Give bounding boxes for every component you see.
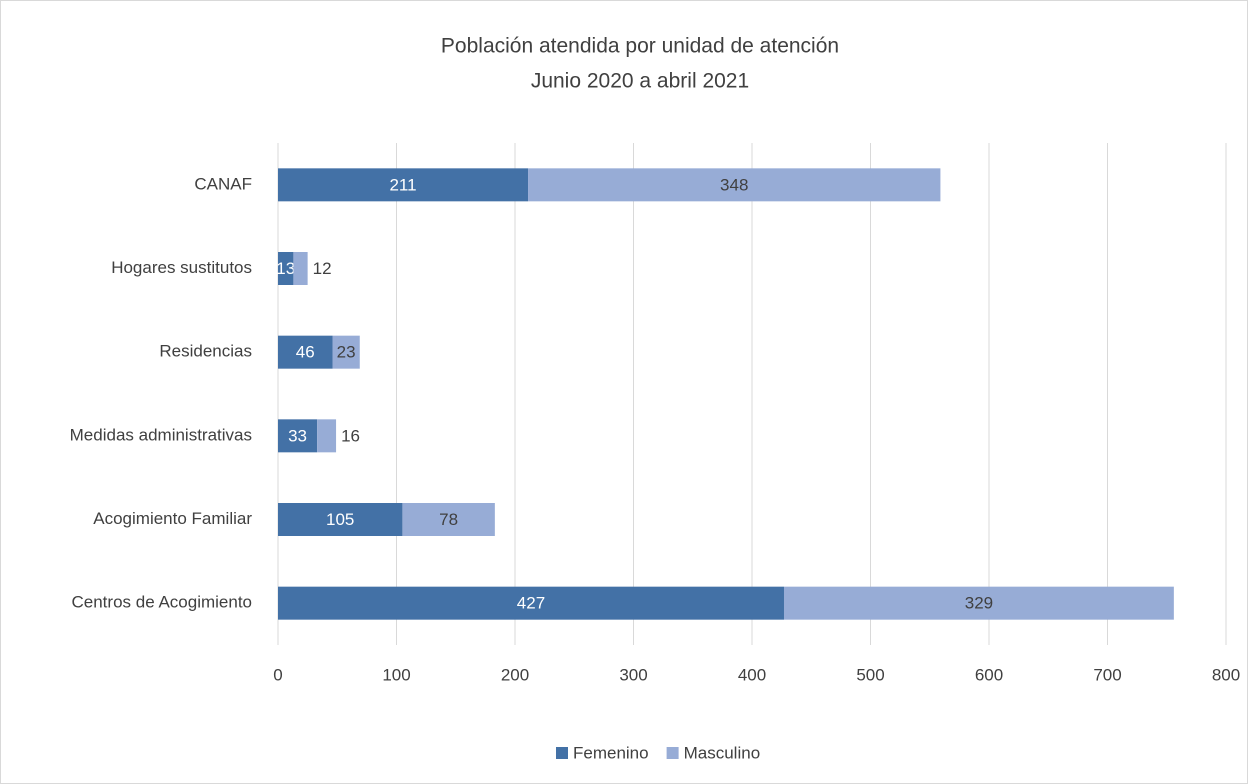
data-label: 12 [313, 259, 332, 278]
y-tick-label: CANAF [194, 174, 252, 193]
data-label: 16 [341, 426, 360, 445]
x-tick-label: 200 [501, 665, 529, 684]
bar [278, 335, 333, 369]
data-label: 78 [439, 510, 458, 529]
bar [317, 419, 337, 453]
x-tick-label: 400 [738, 665, 766, 684]
x-tick-label: 500 [856, 665, 884, 684]
data-label: 211 [389, 175, 416, 194]
data-label: 33 [288, 426, 307, 445]
bar [278, 252, 294, 285]
legend-label: Femenino [573, 743, 649, 762]
data-label: 46 [296, 343, 315, 362]
legend-label: Masculino [684, 743, 761, 762]
x-tick-label: 0 [273, 665, 282, 684]
y-tick-label: Residencias [159, 342, 252, 361]
bar [278, 503, 403, 536]
y-tick-label: Medidas administrativas [70, 425, 252, 444]
x-tick-label: 800 [1212, 665, 1240, 684]
bar [783, 586, 1174, 620]
y-tick-label: Centros de Acogimiento [72, 593, 253, 612]
chart-subtitle: Junio 2020 a abril 2021 [531, 70, 749, 93]
y-tick-label: Acogimiento Familiar [93, 509, 252, 528]
data-label: 13 [276, 259, 295, 278]
bar [332, 335, 360, 369]
bar [293, 252, 308, 285]
bar [278, 419, 318, 453]
x-tick-label: 100 [382, 665, 410, 684]
legend-swatch [666, 747, 679, 759]
legend-swatch [556, 747, 568, 759]
y-tick-label: Hogares sustitutos [111, 258, 252, 277]
x-tick-label: 600 [975, 665, 1003, 684]
data-label: 329 [965, 594, 993, 613]
chart-title: Población atendida por unidad de atenció… [441, 35, 839, 58]
data-label: 105 [326, 510, 354, 529]
data-label: 427 [517, 594, 545, 613]
bar [402, 503, 495, 536]
bar [278, 168, 529, 202]
bar [528, 168, 941, 202]
data-label: 23 [337, 343, 356, 362]
x-tick-label: 300 [619, 665, 647, 684]
bar [278, 586, 784, 620]
x-tick-label: 700 [1093, 665, 1121, 684]
data-label: 348 [720, 175, 748, 194]
